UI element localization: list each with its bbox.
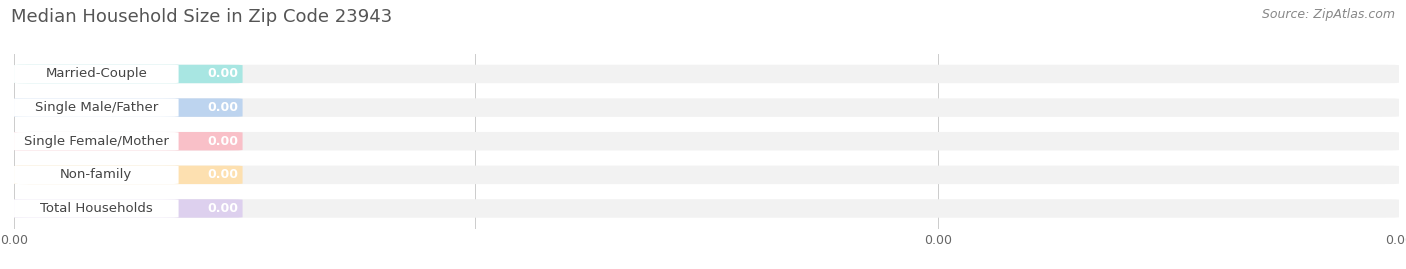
FancyBboxPatch shape <box>14 98 179 117</box>
FancyBboxPatch shape <box>14 98 1399 117</box>
FancyBboxPatch shape <box>14 166 179 184</box>
Text: Single Male/Father: Single Male/Father <box>35 101 157 114</box>
Text: Median Household Size in Zip Code 23943: Median Household Size in Zip Code 23943 <box>11 8 392 26</box>
Text: 0.00: 0.00 <box>208 101 239 114</box>
Text: 0.00: 0.00 <box>208 68 239 80</box>
Text: Source: ZipAtlas.com: Source: ZipAtlas.com <box>1261 8 1395 21</box>
Text: Non-family: Non-family <box>60 168 132 181</box>
FancyBboxPatch shape <box>14 199 1399 218</box>
FancyBboxPatch shape <box>14 65 1399 83</box>
FancyBboxPatch shape <box>14 199 179 218</box>
FancyBboxPatch shape <box>14 132 1399 150</box>
FancyBboxPatch shape <box>14 98 243 117</box>
Text: Single Female/Mother: Single Female/Mother <box>24 135 169 148</box>
Text: 0.00: 0.00 <box>208 202 239 215</box>
FancyBboxPatch shape <box>14 132 243 150</box>
FancyBboxPatch shape <box>14 166 243 184</box>
FancyBboxPatch shape <box>14 132 179 150</box>
FancyBboxPatch shape <box>14 65 179 83</box>
FancyBboxPatch shape <box>14 199 243 218</box>
Text: 0.00: 0.00 <box>208 135 239 148</box>
FancyBboxPatch shape <box>14 166 1399 184</box>
Text: Married-Couple: Married-Couple <box>45 68 148 80</box>
FancyBboxPatch shape <box>14 65 243 83</box>
Text: 0.00: 0.00 <box>208 168 239 181</box>
Text: Total Households: Total Households <box>39 202 153 215</box>
